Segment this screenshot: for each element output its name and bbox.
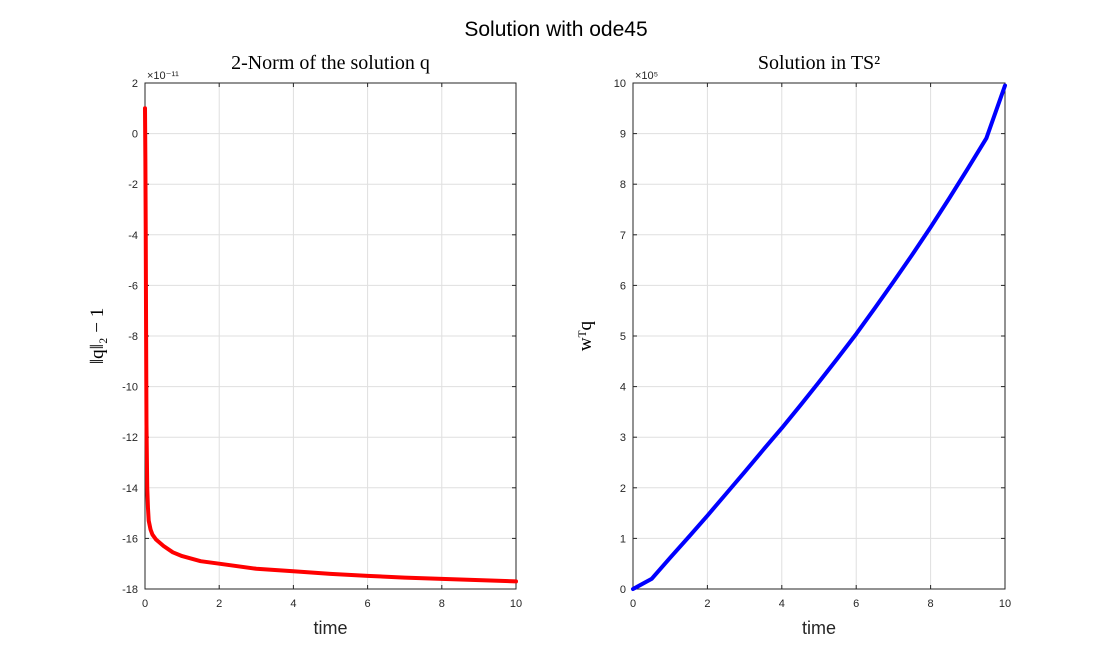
- figure-title: Solution with ode45: [464, 18, 647, 41]
- norm-y-tick-label: 0: [132, 129, 138, 141]
- norm-y-tick-label: -16: [122, 533, 138, 545]
- ts2-y-tick-label: 6: [620, 280, 626, 292]
- ts2-y-tick-label: 1: [620, 533, 626, 545]
- norm-x-tick-label: 2: [216, 598, 222, 610]
- ts2-y-tick-label: 8: [620, 179, 626, 191]
- norm-y-exponent-label: ×10⁻¹¹: [147, 70, 179, 82]
- ts2-y-tick-label: 2: [620, 483, 626, 495]
- norm-y-tick-label: -2: [128, 179, 138, 191]
- norm-x-tick-label: 0: [142, 598, 148, 610]
- norm-plot-title: 2-Norm of the solution q: [231, 52, 430, 74]
- norm-y-tick-label: -6: [128, 280, 138, 292]
- ts2-x-tick-label: 6: [853, 598, 859, 610]
- ts2-series-line: [631, 83, 1007, 591]
- ts2-y-tick-label: 9: [620, 129, 626, 141]
- norm-y-tick-label: 2: [132, 78, 138, 90]
- ts2-plot-title: Solution in TS²: [758, 52, 880, 74]
- norm-y-tick-label: -10: [122, 382, 138, 394]
- norm-plot-grid: [144, 82, 517, 590]
- ts2-x-tick-label: 2: [704, 598, 710, 610]
- ts2-x-axis-label: time: [802, 618, 836, 638]
- ts2-y-tick-label: 5: [620, 331, 626, 343]
- ts2-y-exponent-label: ×10⁵: [635, 70, 658, 82]
- ts2-y-tick-label: 10: [614, 78, 626, 90]
- norm-y-tick-label: -14: [122, 483, 138, 495]
- norm-x-axis-label: time: [313, 618, 347, 638]
- norm-x-tick-label: 6: [365, 598, 371, 610]
- ts2-y-tick-label: 0: [620, 584, 626, 596]
- norm-y-tick-label: -4: [128, 230, 138, 242]
- ts2-y-tick-label: 3: [620, 432, 626, 444]
- norm-series-line: [143, 106, 518, 584]
- norm-y-tick-label: -18: [122, 584, 138, 596]
- ts2-y-tick-label: 4: [620, 382, 626, 394]
- norm-y-tick-label: -12: [122, 432, 138, 444]
- norm-x-tick-label: 4: [290, 598, 296, 610]
- norm-plot: 0 2 4 6 8 10-18-16-14-12-10-8-6-4-202 ×10⁻¹¹ …: [87, 52, 522, 638]
- norm-y-tick-label: -8: [128, 331, 138, 343]
- ts2-plot: 0 2 4 6 8 10 0 1 2 3 4 5 6 7 8 9 10 ×10⁵ Solution in TS²…: [575, 52, 1011, 638]
- ts2-x-tick-label: 10: [999, 598, 1011, 610]
- ts2-plot-grid: [632, 82, 1006, 590]
- norm-plot-ticks: 0 2 4 6 8 10 -18 -16 -14 -12 -10 -8 -6 -4 -2 0 2: [122, 78, 522, 610]
- ts2-x-tick-label: 0: [630, 598, 636, 610]
- ts2-plot-ticks: 0 2 4 6 8 10 0 1 2 3 4 5 6 7 8 9 10: [614, 78, 1011, 610]
- norm-x-tick-label: 8: [439, 598, 445, 610]
- ts2-y-axis-label: wᵀq: [575, 320, 596, 351]
- ts2-y-tick-label: 7: [620, 230, 626, 242]
- norm-y-axis-label: ‖q‖₂ − 1: [87, 308, 108, 365]
- ts2-x-tick-label: 8: [928, 598, 934, 610]
- norm-x-tick-label: 10: [510, 598, 522, 610]
- ts2-x-tick-label: 4: [779, 598, 785, 610]
